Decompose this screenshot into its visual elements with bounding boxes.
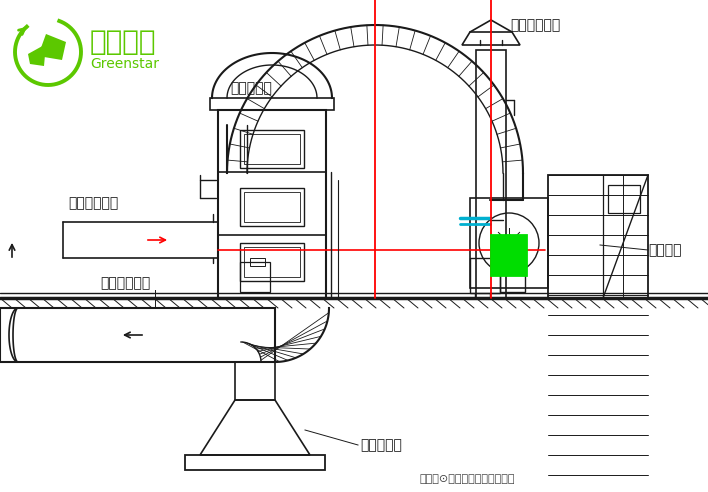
Text: 酸雾废气入口: 酸雾废气入口 (68, 196, 118, 210)
Polygon shape (28, 44, 46, 66)
Polygon shape (491, 235, 526, 275)
Text: 废气收集管道: 废气收集管道 (100, 276, 150, 290)
Text: 废气收集缩: 废气收集缩 (360, 438, 402, 452)
Text: 搜狐号⊙格林斯达环保废气处理: 搜狐号⊙格林斯达环保废气处理 (420, 474, 515, 484)
Text: 格林斯达: 格林斯达 (90, 28, 156, 56)
Polygon shape (38, 34, 66, 60)
Text: 酸雾处理塔: 酸雾处理塔 (230, 81, 272, 95)
Text: 高空达标排放: 高空达标排放 (510, 18, 560, 32)
Text: 离心风机: 离心风机 (648, 243, 682, 257)
Text: Greenstar: Greenstar (90, 57, 159, 71)
